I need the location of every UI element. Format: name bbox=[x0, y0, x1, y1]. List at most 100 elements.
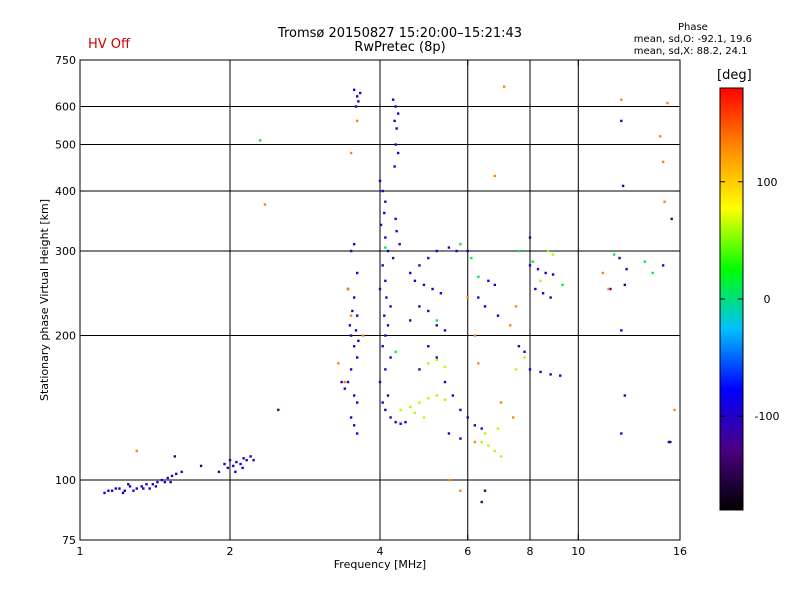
data-point-o-trace-4.1-10 bbox=[385, 296, 388, 299]
data-point-x-trace-green-4 bbox=[435, 394, 438, 397]
data-point-o-trace-3.6-16 bbox=[352, 394, 356, 397]
data-point-o-trace-3.6-9 bbox=[352, 296, 356, 299]
data-point-o-trace-4.1-22 bbox=[389, 416, 392, 419]
data-point-o-low-2-0 bbox=[223, 462, 226, 466]
data-point-x-sparse-warm-7 bbox=[493, 174, 497, 178]
data-point-o-mid-25 bbox=[447, 432, 451, 435]
y-tick-label-500: 500 bbox=[55, 139, 76, 152]
data-point-x-sparse-warm-9 bbox=[447, 478, 451, 482]
x-tick-label-6: 6 bbox=[464, 545, 471, 558]
data-point-x-sparse-warm-8 bbox=[502, 85, 506, 88]
data-point-x-sparse-warm-22 bbox=[346, 287, 350, 291]
data-point-x-trace-green-2 bbox=[418, 401, 421, 404]
data-point-o-trace-4.1-8 bbox=[384, 279, 387, 283]
data-point-o-trace-3.6-13 bbox=[355, 356, 359, 359]
data-point-x-sparse-warm-4 bbox=[349, 314, 353, 317]
data-point-x-sparse-warm-17 bbox=[661, 160, 665, 164]
data-point-o-mid-7 bbox=[413, 279, 417, 283]
data-point-o-low-1-6 bbox=[128, 485, 132, 488]
y-tick-label-400: 400 bbox=[55, 185, 76, 198]
data-point-o-trace-4.1-36 bbox=[398, 242, 401, 246]
data-point-x-sparse-warm-5 bbox=[466, 296, 469, 299]
data-point-o-low-2-10 bbox=[234, 470, 237, 474]
data-point-x-sparse-cyan-2 bbox=[477, 275, 480, 279]
data-point-x-trace-green-1 bbox=[409, 405, 412, 409]
data-point-o-low-2-4 bbox=[235, 460, 238, 464]
data-point-scatter-dark-2 bbox=[127, 483, 130, 486]
data-point-o-trace-4.1-6 bbox=[386, 249, 390, 253]
data-point-o-mid-12 bbox=[427, 309, 430, 313]
y-tick-label-750: 750 bbox=[55, 54, 76, 67]
data-point-o-trace-4.1-9 bbox=[378, 287, 382, 291]
data-point-o-trace-3.6-23 bbox=[348, 324, 352, 327]
data-point-o-trace-4.1-32 bbox=[396, 151, 400, 155]
data-point-scatter-dark-0 bbox=[277, 408, 280, 412]
y-tick-label-75: 75 bbox=[62, 534, 76, 547]
data-point-o-low-1-23 bbox=[121, 491, 125, 495]
data-point-o-mid-9 bbox=[431, 287, 434, 291]
data-point-o-trace-3.6-26 bbox=[357, 339, 360, 343]
data-point-x-sparse-warm-16 bbox=[658, 135, 662, 138]
data-point-o-trace-3.6-17 bbox=[355, 401, 359, 404]
data-point-o-trace-3.6-12 bbox=[352, 345, 356, 348]
data-point-x-sparse-warm-19 bbox=[663, 200, 666, 203]
data-point-o-trace-4.1-35 bbox=[395, 229, 398, 233]
phase-statistics-x: mean, sd,X: 88.2, 24.1 bbox=[633, 46, 748, 57]
data-point-scatter-dark-7 bbox=[528, 236, 532, 239]
data-point-o-mid-20 bbox=[451, 394, 455, 397]
data-point-o-mid-23 bbox=[473, 424, 477, 427]
data-point-x-trace-green-12 bbox=[483, 432, 487, 435]
data-point-o-trace-4.1-20 bbox=[381, 401, 384, 404]
data-point-x-sparse-warm-25 bbox=[477, 362, 480, 365]
data-point-o-trace-4.1-11 bbox=[389, 305, 392, 308]
x-tick-label-1: 1 bbox=[77, 545, 84, 558]
data-point-o-trace-3.6-6 bbox=[352, 242, 356, 246]
data-point-o-sparse-2 bbox=[618, 256, 621, 260]
data-point-o-trace-3.6-22 bbox=[340, 380, 343, 384]
data-point-scatter-dark-8 bbox=[623, 283, 627, 287]
data-point-o-low-1-16 bbox=[180, 470, 183, 474]
x-tick-label-2: 2 bbox=[227, 545, 234, 558]
data-point-o-trace-3.6-10 bbox=[355, 314, 359, 317]
data-point-o-high-5 bbox=[541, 292, 545, 295]
y-tick-label-100: 100 bbox=[55, 474, 76, 487]
data-point-x-trace-green-11 bbox=[499, 455, 503, 458]
data-point-o-mid-15 bbox=[443, 329, 447, 332]
data-point-x-sparse-warm-13 bbox=[514, 305, 518, 308]
data-point-x-sparse-warm-28 bbox=[673, 408, 676, 412]
data-point-o-mid-3 bbox=[435, 249, 438, 253]
data-point-x-sparse-warm-18 bbox=[666, 101, 669, 105]
data-point-o-trace-3.6-15 bbox=[346, 380, 350, 384]
x-tick-label-10: 10 bbox=[571, 545, 585, 558]
data-point-o-high-10 bbox=[559, 374, 562, 377]
data-point-o-high-11 bbox=[517, 345, 521, 348]
data-point-x-sparse-warm-6 bbox=[473, 334, 477, 337]
data-point-o-mid-27 bbox=[487, 279, 490, 283]
data-point-o-mid-18 bbox=[418, 368, 421, 371]
data-point-scatter-dark-10 bbox=[667, 440, 671, 444]
data-point-x-trace-green-20 bbox=[514, 368, 518, 371]
data-point-x-trace-green-16 bbox=[443, 365, 447, 369]
data-point-x-sparse-warm-14 bbox=[601, 271, 605, 275]
data-point-x-sparse-warm-27 bbox=[511, 416, 515, 419]
data-point-o-trace-4.1-19 bbox=[386, 394, 390, 397]
data-point-o-trace-4.1-14 bbox=[384, 334, 387, 337]
data-point-o-mid-21 bbox=[459, 408, 462, 412]
data-point-o-trace-3.6-2 bbox=[357, 100, 360, 103]
data-point-o-trace-4.1-16 bbox=[389, 356, 392, 359]
data-point-o-trace-4.1-13 bbox=[386, 324, 390, 327]
data-point-o-sparse-7 bbox=[609, 287, 612, 291]
data-point-o-trace-3.6-4 bbox=[358, 91, 362, 95]
data-point-o-high-2 bbox=[544, 271, 547, 275]
colorbar-unit-label: [deg] bbox=[717, 68, 752, 83]
data-point-o-low-1-15 bbox=[175, 472, 178, 476]
data-point-scatter-dark-1 bbox=[199, 464, 203, 468]
data-point-o-trace-4.1-7 bbox=[381, 264, 384, 267]
data-point-o-mid-1 bbox=[418, 264, 421, 267]
data-point-o-high-8 bbox=[539, 370, 542, 374]
data-point-o-high-0 bbox=[528, 264, 532, 267]
data-point-o-sparse-9 bbox=[669, 440, 672, 444]
data-point-o-low-1-10 bbox=[151, 483, 155, 486]
data-point-x-trace-green-13 bbox=[496, 427, 500, 430]
data-point-o-high-7 bbox=[528, 368, 532, 371]
